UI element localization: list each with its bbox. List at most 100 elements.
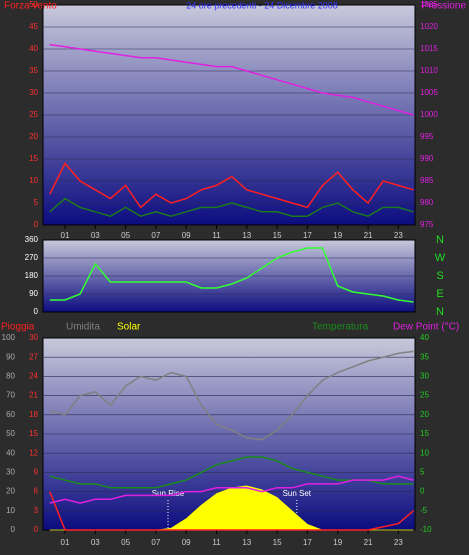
x-tick-label: 23: [394, 231, 403, 240]
y-tick-label: 30: [29, 88, 38, 97]
y2-tick-label: -10: [420, 525, 432, 534]
y2-tick-label: 30: [420, 372, 429, 381]
x-tick-label: 21: [364, 538, 373, 547]
x-tick-label: 01: [61, 538, 70, 547]
legend-entry: Solar: [117, 322, 141, 333]
y-tick-label: 5: [34, 198, 39, 207]
x-tick-label: 05: [121, 231, 130, 240]
y2-tick-label: 985: [420, 176, 434, 185]
x-tick-label: 17: [303, 231, 312, 240]
y2-tick-label: 5: [420, 468, 425, 477]
annotation: Sun Rise: [152, 489, 185, 498]
chart-title: 24 ore precedenti - 24 Dicembre 2008: [186, 0, 338, 10]
y-tick-label: 30: [6, 468, 15, 477]
series-line: [49, 350, 414, 441]
y-tick-label: 50: [29, 0, 38, 9]
legend-entry: Umidita: [66, 322, 100, 333]
x-tick-label: 11: [212, 538, 221, 547]
y-tick-label: 20: [6, 487, 15, 496]
legend-entry: Dew Point (°C): [393, 322, 459, 333]
y2-tick-label: W: [435, 252, 446, 264]
y-tick-label: 10: [6, 506, 15, 515]
y3-tick-label: 21: [29, 391, 38, 400]
y2-tick-label: 25: [420, 391, 429, 400]
y-tick-label: 80: [6, 372, 15, 381]
x-tick-label: 23: [394, 538, 403, 547]
y3-tick-label: 12: [29, 448, 38, 457]
y2-tick-label: 1005: [420, 88, 438, 97]
y2-tick-label: S: [436, 270, 443, 282]
x-tick-label: 05: [121, 538, 130, 547]
x-tick-label: 13: [242, 231, 251, 240]
y-tick-label: 20: [29, 132, 38, 141]
y2-tick-label: 1015: [420, 44, 438, 53]
x-tick-label: 01: [61, 231, 70, 240]
y-tick-label: 100: [2, 333, 16, 342]
y-tick-label: 360: [25, 235, 39, 244]
y-tick-label: 40: [29, 44, 38, 53]
series-line: [49, 475, 414, 504]
y3-tick-label: 6: [34, 487, 39, 496]
x-tick-label: 21: [364, 231, 373, 240]
y-tick-label: 15: [29, 154, 38, 163]
y2-tick-label: 1000: [420, 110, 438, 119]
legend-entry: Temperatura: [312, 322, 369, 333]
y3-tick-label: 0: [34, 525, 39, 534]
y-tick-label: 270: [25, 253, 39, 262]
y-tick-label: 0: [11, 525, 16, 534]
y-tick-label: 40: [6, 448, 15, 457]
y2-tick-label: N: [436, 306, 444, 318]
y-tick-label: 90: [29, 289, 38, 298]
y-tick-label: 0: [34, 307, 39, 316]
y-tick-label: 70: [6, 391, 15, 400]
series-line: [49, 162, 414, 209]
y2-tick-label: 10: [420, 448, 429, 457]
x-tick-label: 07: [151, 538, 160, 547]
x-tick-label: 09: [182, 538, 191, 547]
x-tick-label: 15: [273, 231, 282, 240]
y3-tick-label: 24: [29, 372, 38, 381]
annotation: Sun Set: [283, 489, 312, 498]
legend-entry: Pioggia: [1, 322, 35, 333]
y3-tick-label: 30: [29, 333, 38, 342]
y2-tick-label: N: [436, 234, 444, 246]
x-tick-label: 11: [212, 231, 221, 240]
y2-tick-label: E: [436, 288, 443, 300]
legend-entry: Pressione: [422, 1, 467, 12]
y-tick-label: 45: [29, 22, 38, 31]
y-tick-label: 60: [6, 410, 15, 419]
y3-tick-label: 15: [29, 429, 38, 438]
series-line: [49, 247, 414, 303]
x-tick-label: 03: [91, 231, 100, 240]
y2-tick-label: 35: [420, 352, 429, 361]
y3-tick-label: 27: [29, 352, 38, 361]
y2-tick-label: 990: [420, 154, 434, 163]
series-line: [49, 491, 414, 531]
y2-tick-label: 975: [420, 220, 434, 229]
y2-tick-label: 1010: [420, 66, 438, 75]
y-tick-label: 10: [29, 176, 38, 185]
y3-tick-label: 3: [34, 506, 39, 515]
x-tick-label: 19: [333, 231, 342, 240]
x-tick-label: 17: [303, 538, 312, 547]
y3-tick-label: 18: [29, 410, 38, 419]
y-tick-label: 0: [34, 220, 39, 229]
y-tick-label: 50: [6, 429, 15, 438]
x-tick-label: 15: [273, 538, 282, 547]
y2-tick-label: 40: [420, 333, 429, 342]
y2-tick-label: 15: [420, 429, 429, 438]
y-tick-label: 90: [6, 352, 15, 361]
y3-tick-label: 9: [34, 468, 39, 477]
y2-tick-label: 1020: [420, 22, 438, 31]
legend-entry: Forza vento: [4, 1, 57, 12]
y2-tick-label: 980: [420, 198, 434, 207]
series-line: [49, 43, 414, 116]
y2-tick-label: 1025: [420, 0, 438, 9]
y2-tick-label: 995: [420, 132, 434, 141]
x-tick-label: 13: [242, 538, 251, 547]
y2-tick-label: 0: [420, 487, 425, 496]
y-tick-label: 180: [25, 271, 39, 280]
x-tick-label: 19: [333, 538, 342, 547]
series-line: [49, 197, 414, 218]
